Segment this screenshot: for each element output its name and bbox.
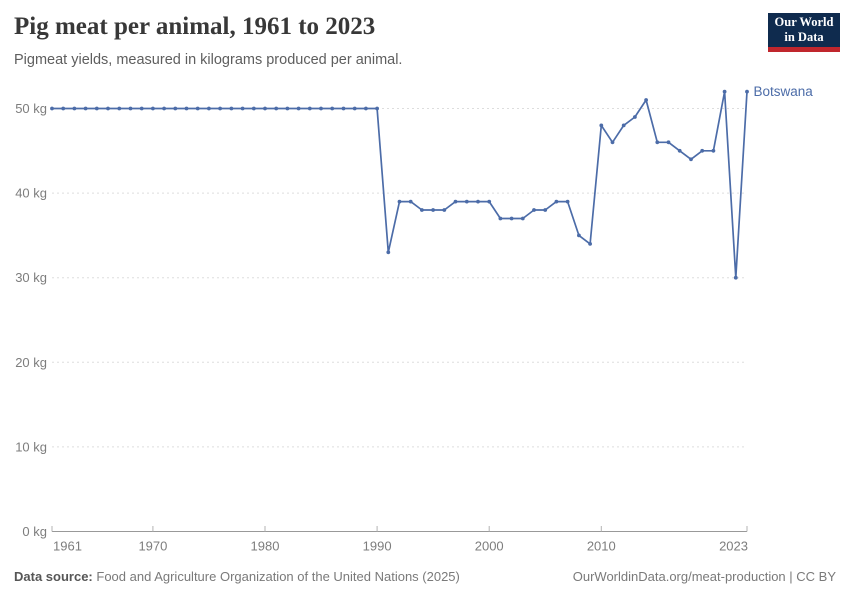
data-point <box>263 106 267 111</box>
data-point <box>420 208 424 212</box>
data-source-label: Data source: <box>14 569 93 584</box>
data-point <box>476 199 480 204</box>
data-point <box>296 106 301 111</box>
data-point <box>453 199 458 204</box>
data-source: Data source: Food and Agriculture Organi… <box>14 569 460 584</box>
data-point <box>442 208 447 212</box>
data-point <box>655 140 660 145</box>
data-point <box>621 123 626 128</box>
data-line <box>51 90 748 279</box>
y-axis-label: 0 kg <box>22 524 47 539</box>
data-point <box>431 208 435 212</box>
data-point <box>151 106 155 111</box>
data-point <box>666 140 671 145</box>
chart-subtitle: Pigmeat yields, measured in kilograms pr… <box>14 52 403 68</box>
data-point <box>509 216 514 221</box>
y-axis-label: 30 kg <box>15 270 47 285</box>
x-axis-label: 2010 <box>587 539 616 554</box>
data-point <box>745 89 749 94</box>
data-point <box>72 106 77 111</box>
data-point <box>285 106 290 111</box>
x-axis-label: 2000 <box>475 539 504 554</box>
data-point <box>307 106 312 111</box>
y-axis-label: 40 kg <box>15 186 47 201</box>
x-axis-label: 2023 <box>719 539 748 554</box>
data-point <box>397 199 402 204</box>
data-point <box>610 140 615 145</box>
chart-title: Pig meat per animal, 1961 to 2023 <box>14 13 376 40</box>
data-point <box>711 148 716 153</box>
data-point <box>128 106 133 111</box>
data-point <box>644 98 648 102</box>
data-point <box>50 106 54 111</box>
data-point <box>599 123 604 128</box>
data-point <box>195 106 200 111</box>
data-point <box>464 199 469 204</box>
data-point <box>94 106 99 111</box>
data-point <box>240 106 245 111</box>
data-point <box>577 233 581 238</box>
y-axis-label: 50 kg <box>15 101 47 116</box>
x-axis-label: 1970 <box>138 539 167 554</box>
data-point <box>487 199 492 204</box>
owid-logo-line2: in Data <box>784 30 824 44</box>
data-point <box>689 157 693 162</box>
data-point <box>733 275 738 280</box>
data-point <box>554 199 559 204</box>
data-point <box>633 115 637 119</box>
data-point <box>498 216 503 221</box>
data-point <box>218 106 223 111</box>
data-point <box>520 216 525 221</box>
data-point <box>274 106 279 111</box>
data-point <box>588 242 592 246</box>
data-point <box>341 106 346 111</box>
data-point <box>677 148 682 153</box>
data-point <box>700 148 705 153</box>
data-point <box>184 106 189 111</box>
credit-line: OurWorldinData.org/meat-production | CC … <box>572 569 836 584</box>
data-point <box>408 199 413 204</box>
data-point <box>139 106 144 111</box>
data-point <box>162 106 167 111</box>
data-point <box>532 208 536 212</box>
data-point <box>565 199 570 204</box>
data-point <box>229 106 234 111</box>
owid-logo: Our World in Data <box>768 13 840 52</box>
data-point <box>207 106 211 111</box>
owid-logo-line1: Our World <box>774 15 834 29</box>
data-point <box>386 250 391 255</box>
data-point <box>173 106 178 111</box>
data-point <box>543 208 548 212</box>
data-point <box>330 106 335 111</box>
x-axis-label: 1980 <box>251 539 280 554</box>
data-point <box>251 106 256 111</box>
data-point <box>117 106 122 111</box>
data-point <box>364 106 368 111</box>
y-axis-label: 10 kg <box>15 439 47 454</box>
x-axis-label: 1961 <box>53 539 82 554</box>
data-point <box>106 106 110 111</box>
data-point <box>352 106 357 111</box>
entity-label: Botswana <box>754 84 814 99</box>
data-point <box>375 106 379 111</box>
x-axis-label: 1990 <box>363 539 392 554</box>
data-point <box>722 89 727 94</box>
y-axis-label: 20 kg <box>15 355 47 370</box>
data-point <box>83 106 88 111</box>
data-point <box>319 106 323 111</box>
data-point <box>61 106 66 111</box>
data-source-text: Food and Agriculture Organization of the… <box>96 569 460 584</box>
